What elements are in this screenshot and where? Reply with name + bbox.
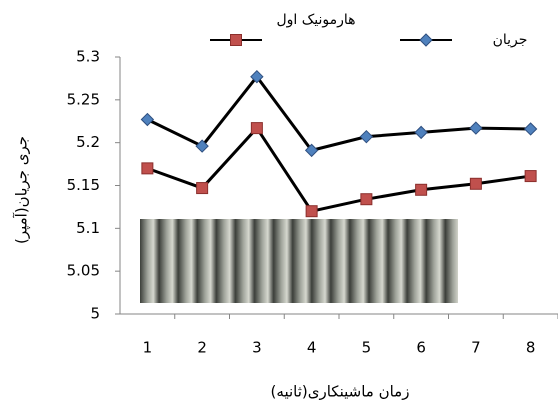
data-point xyxy=(359,129,374,144)
data-point xyxy=(524,170,537,183)
data-point xyxy=(140,112,155,127)
x-tick-label: 3 xyxy=(252,339,262,357)
x-tick-label: 4 xyxy=(307,339,317,357)
y-tick-label: 5.15 xyxy=(67,176,100,194)
data-point xyxy=(469,121,483,135)
data-point xyxy=(250,69,264,84)
data-point xyxy=(305,205,318,218)
x-tick-label: 8 xyxy=(526,339,536,357)
data-point xyxy=(523,122,538,136)
y-tick-label: 5.1 xyxy=(76,219,100,237)
data-point xyxy=(195,139,209,153)
x-tick-label: 7 xyxy=(471,339,481,357)
legend-marker xyxy=(419,33,433,47)
data-point xyxy=(141,162,154,175)
series-line xyxy=(146,74,531,153)
y-tick-label: 5.05 xyxy=(67,262,100,280)
x-tick-label: 2 xyxy=(197,339,207,357)
legend-label: جریان xyxy=(492,32,528,48)
data-point xyxy=(469,177,482,190)
y-tick-label: 5.2 xyxy=(76,133,100,151)
data-point xyxy=(304,143,319,158)
legend-marker xyxy=(230,34,242,46)
data-point xyxy=(414,125,428,140)
data-point xyxy=(415,183,428,196)
y-tick-label: 5.3 xyxy=(76,48,100,66)
photo-inset xyxy=(140,219,458,303)
y-tick-label: 5 xyxy=(90,305,100,323)
x-tick-label: 1 xyxy=(143,339,153,357)
data-point xyxy=(360,193,373,206)
x-tick-label: 6 xyxy=(416,339,426,357)
y-axis-label: جری جریان(آمپر) xyxy=(13,136,32,244)
data-point xyxy=(196,182,209,195)
legend-label: هارمونیک اول xyxy=(276,12,356,28)
series-line xyxy=(146,125,531,213)
y-tick-label: 5.25 xyxy=(67,90,100,108)
x-tick-label: 5 xyxy=(362,339,372,357)
data-point xyxy=(250,122,263,135)
x-axis-label: زمان ماشینکاری(ثانیه) xyxy=(271,383,410,401)
